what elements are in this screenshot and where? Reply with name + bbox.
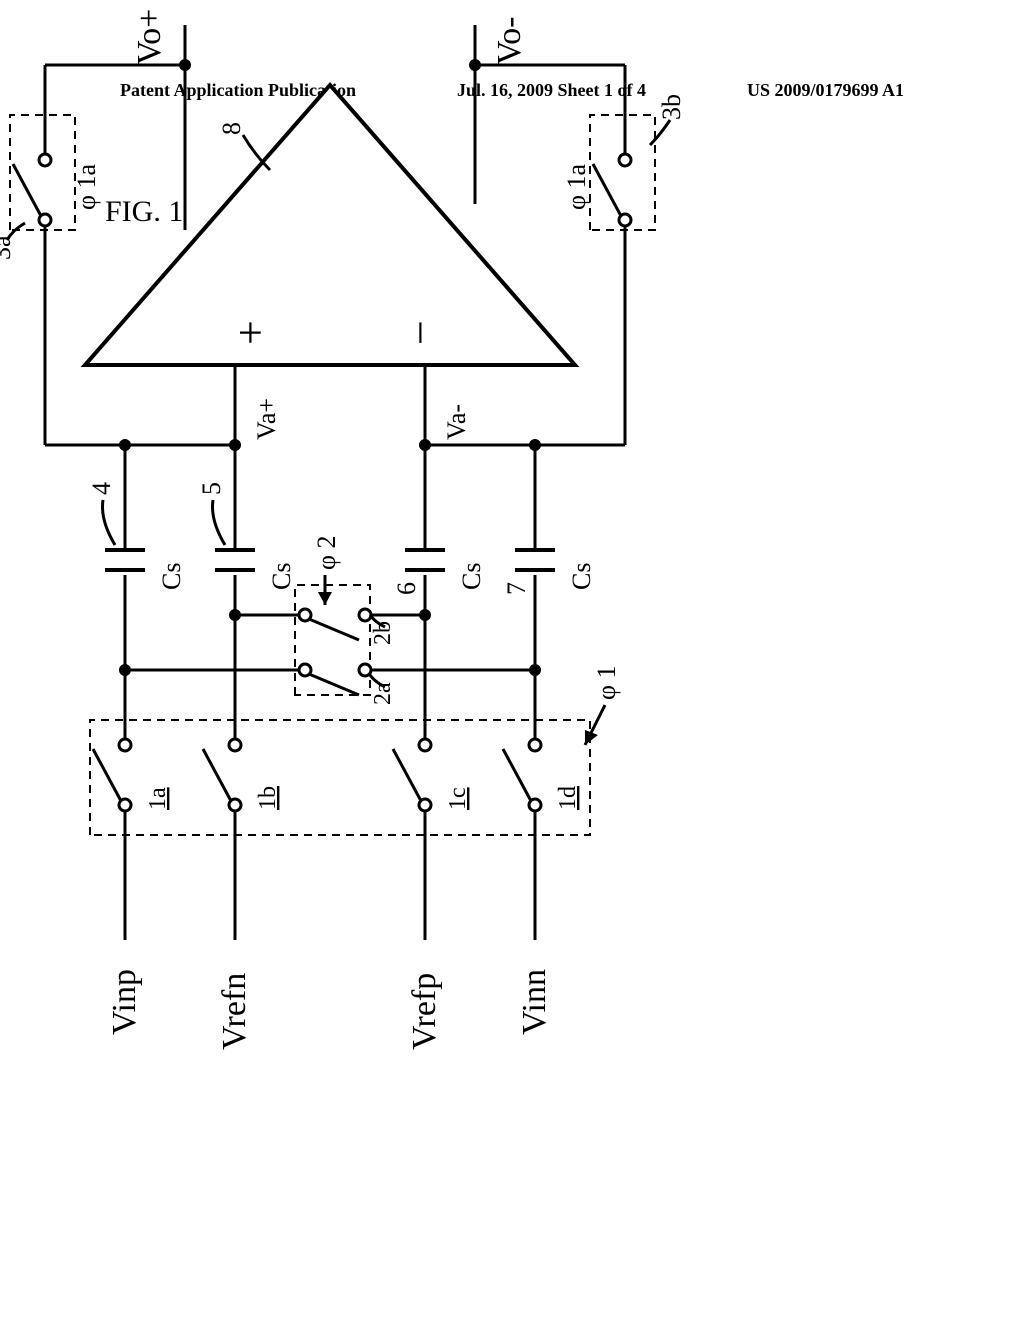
phi2-arrow-head (318, 592, 332, 605)
sw1c-arm (393, 749, 421, 801)
sw3b-arm (593, 164, 621, 216)
label-cs5: Cs (267, 563, 296, 590)
label-vrefp: Vrefp (406, 973, 443, 1050)
label-cs6: Cs (457, 563, 486, 590)
label-cs7: Cs (567, 563, 596, 590)
phi1-box (90, 720, 590, 835)
label-phi1a-bot: φ 1a (562, 163, 591, 210)
label-c6num: 6 (392, 582, 421, 595)
sw2a-bot (359, 664, 371, 676)
label-c4num: 4 (87, 482, 116, 495)
sw3a-arm (13, 164, 41, 216)
sw1b-arm (203, 749, 231, 801)
label-phi1: φ 1 (592, 665, 621, 700)
sw1c-term-r (419, 739, 431, 751)
circuit-diagram: Vinp Vrefn Vrefp Vinn φ 1 1a 1b 1c 1d φ … (0, 295, 1024, 1065)
label-sw1c: 1c (445, 787, 471, 810)
label-va-minus: Va- (442, 404, 471, 440)
label-amp-8: 8 (217, 122, 246, 135)
sw3a-r (39, 154, 51, 166)
header-right: US 2009/0179699 A1 (747, 80, 904, 101)
sw2b-bot (359, 609, 371, 621)
label-c5num: 5 (197, 482, 226, 495)
label-vo-plus: Vo+ (131, 9, 168, 65)
sw3b-leader (650, 120, 670, 145)
label-vinn: Vinn (516, 969, 553, 1035)
label-cs4: Cs (157, 563, 186, 590)
label-va-plus: Va+ (252, 398, 281, 440)
label-vrefn: Vrefn (216, 973, 253, 1050)
amp-8-leader (243, 135, 270, 170)
phi1a-top-box (10, 115, 75, 230)
amp-plus: + (226, 320, 275, 345)
sw3b-r (619, 154, 631, 166)
sw2a-arm (309, 674, 359, 695)
label-sw1b: 1b (255, 786, 281, 810)
c5-leader (213, 500, 226, 545)
sw1d-arm (503, 749, 531, 801)
phi1a-bot-box (590, 115, 655, 230)
label-sw1d: 1d (555, 786, 581, 810)
label-vinp: Vinp (106, 969, 143, 1035)
c4-leader (103, 500, 116, 545)
circuit-svg: Vinp Vrefn Vrefp Vinn φ 1 1a 1b 1c 1d φ … (0, 0, 735, 1065)
sw1b-term-r (229, 739, 241, 751)
sw1a-term-r (119, 739, 131, 751)
amp-triangle (85, 85, 575, 365)
sw1a-arm (93, 749, 121, 801)
label-vo-minus: Vo- (491, 17, 528, 66)
label-c7num: 7 (502, 582, 531, 595)
label-phi2: φ 2 (312, 535, 341, 570)
sw2b-arm (309, 619, 359, 640)
label-phi1a-top: φ 1a (72, 163, 101, 210)
sw1d-term-r (529, 739, 541, 751)
label-sw3b: 3b (657, 94, 686, 120)
amp-minus: − (396, 320, 445, 345)
label-sw1a: 1a (145, 787, 171, 810)
